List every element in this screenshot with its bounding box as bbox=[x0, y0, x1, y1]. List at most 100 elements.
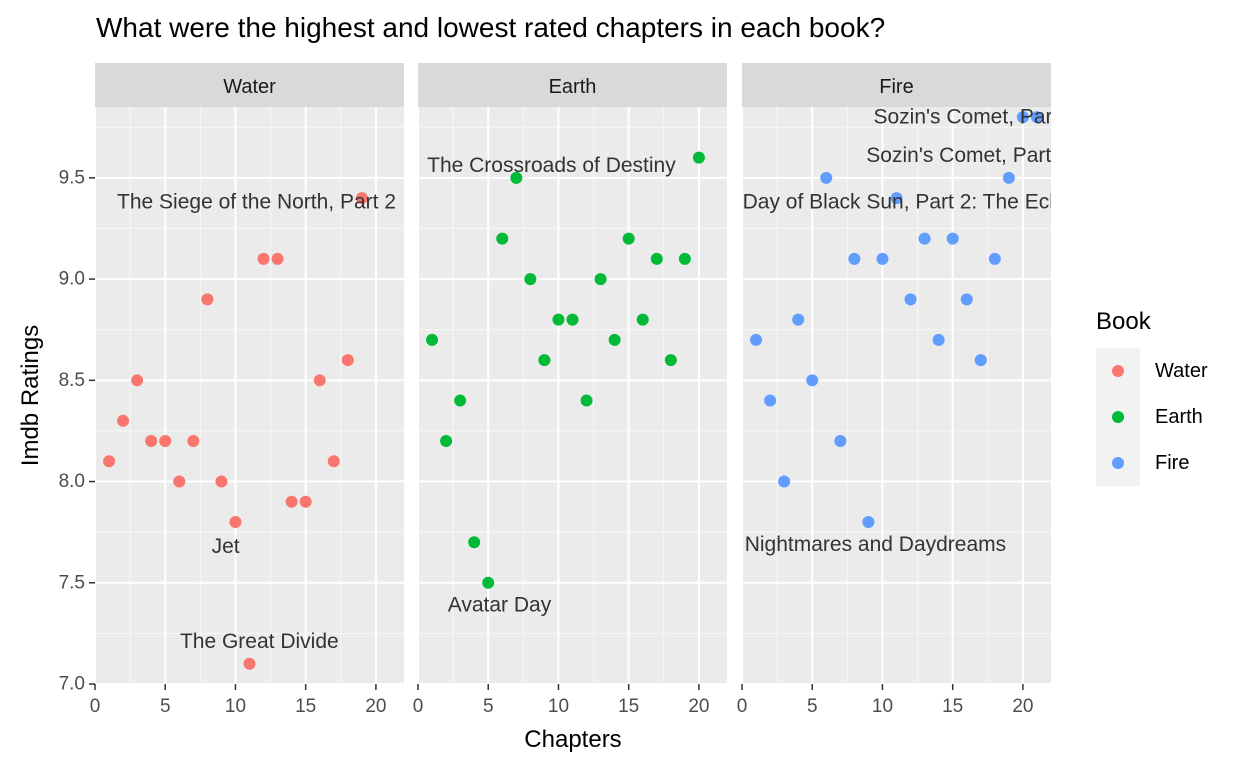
data-point bbox=[187, 435, 200, 448]
annotation-layer: Sozin's Comet, Part 4: Avatar Aang Sozin'… bbox=[701, 106, 1221, 556]
annotation-label: Sozin's Comet, Part 3: Into the Inferno bbox=[866, 144, 1221, 167]
x-tick-label: 5 bbox=[160, 696, 171, 717]
annotation-label: Nightmares and Daydreams bbox=[745, 533, 1006, 556]
y-tick-label: 9.0 bbox=[59, 269, 85, 290]
data-point bbox=[622, 232, 635, 245]
facet-strip bbox=[95, 63, 404, 107]
data-point bbox=[946, 232, 959, 245]
data-point bbox=[1016, 111, 1029, 124]
data-point bbox=[664, 354, 677, 367]
facet-strip-label: Water bbox=[223, 76, 276, 98]
legend-label: Fire bbox=[1155, 452, 1189, 474]
x-tick-label: 15 bbox=[942, 696, 963, 717]
data-point bbox=[440, 435, 453, 448]
data-point bbox=[580, 394, 593, 407]
data-point bbox=[103, 455, 116, 468]
annotation-label: Sozin's Comet, Part 4: Avatar Aang bbox=[873, 106, 1200, 129]
legend-swatch bbox=[1112, 457, 1124, 469]
series-water bbox=[103, 192, 368, 670]
data-point bbox=[650, 252, 663, 265]
annotation-label: The Crossroads of Destiny bbox=[427, 154, 676, 177]
data-point bbox=[117, 414, 130, 427]
data-point bbox=[806, 374, 819, 387]
data-point bbox=[876, 252, 889, 265]
x-tick-label: 15 bbox=[295, 696, 316, 717]
x-tick-label: 20 bbox=[1012, 696, 1033, 717]
x-tick-label: 15 bbox=[618, 696, 639, 717]
data-point bbox=[131, 374, 144, 387]
data-point bbox=[778, 475, 791, 488]
facet-strip-label: Earth bbox=[549, 76, 597, 98]
data-point bbox=[159, 435, 172, 448]
data-point bbox=[173, 475, 186, 488]
legend-swatch bbox=[1112, 365, 1124, 377]
data-point bbox=[454, 394, 467, 407]
facet-strip-label: Fire bbox=[879, 76, 913, 98]
data-point bbox=[229, 516, 242, 529]
y-axis-title: Imdb Ratings bbox=[17, 325, 44, 466]
chart-title: What were the highest and lowest rated c… bbox=[96, 12, 886, 43]
y-tick-label: 9.5 bbox=[59, 167, 85, 188]
x-tick-label: 0 bbox=[413, 696, 424, 717]
data-point bbox=[988, 252, 1001, 265]
data-point bbox=[750, 333, 763, 346]
data-point bbox=[974, 354, 987, 367]
y-tick-label: 7.0 bbox=[59, 674, 85, 695]
x-tick-label: 10 bbox=[872, 696, 893, 717]
x-tick-label: 0 bbox=[90, 696, 101, 717]
legend-title: Book bbox=[1096, 308, 1152, 335]
panel-background bbox=[418, 107, 727, 684]
data-point bbox=[848, 252, 861, 265]
annotation-label: The Day of Black Sun, Part 2: The Eclips… bbox=[701, 191, 1093, 214]
data-point bbox=[257, 252, 270, 265]
panel-background bbox=[95, 107, 404, 684]
data-point bbox=[538, 354, 551, 367]
legend-label: Earth bbox=[1155, 406, 1203, 428]
x-tick-label: 20 bbox=[688, 696, 709, 717]
data-point bbox=[327, 455, 340, 468]
data-point bbox=[215, 475, 228, 488]
annotation-label: The Great Divide bbox=[180, 630, 339, 653]
data-point bbox=[482, 576, 495, 589]
facet-strip bbox=[418, 63, 727, 107]
data-point bbox=[552, 313, 565, 326]
data-point bbox=[904, 293, 917, 306]
data-point bbox=[145, 435, 158, 448]
data-point bbox=[918, 232, 931, 245]
data-point bbox=[764, 394, 777, 407]
annotation-label: Jet bbox=[212, 535, 240, 558]
data-point bbox=[1030, 111, 1043, 124]
data-point bbox=[355, 192, 368, 205]
data-point bbox=[608, 333, 621, 346]
x-tick-label: 5 bbox=[483, 696, 494, 717]
annotation-label: The Siege of the North, Part 2 bbox=[117, 191, 396, 214]
data-point bbox=[636, 313, 649, 326]
x-tick-label: 20 bbox=[365, 696, 386, 717]
x-tick-label: 10 bbox=[548, 696, 569, 717]
data-point bbox=[313, 374, 326, 387]
data-point bbox=[692, 151, 705, 164]
y-tick-label: 7.5 bbox=[59, 572, 85, 593]
facet-panel-earth: Earth The Crossroads of Destiny Avatar Day bbox=[417, 63, 727, 685]
data-point bbox=[1002, 171, 1015, 184]
annotation-layer: The Siege of the North, Part 2 Jet The Gre… bbox=[117, 191, 396, 653]
data-point bbox=[524, 273, 537, 286]
data-point bbox=[960, 293, 973, 306]
data-point bbox=[678, 252, 691, 265]
data-point bbox=[594, 273, 607, 286]
data-point bbox=[285, 495, 298, 508]
data-point bbox=[792, 313, 805, 326]
legend-label: Water bbox=[1155, 360, 1208, 382]
data-point bbox=[496, 232, 509, 245]
data-point bbox=[243, 657, 256, 670]
x-tick-label: 5 bbox=[807, 696, 818, 717]
x-tick-label: 10 bbox=[225, 696, 246, 717]
data-point bbox=[890, 192, 903, 205]
annotation-layer: The Crossroads of Destiny Avatar Day bbox=[427, 154, 676, 616]
data-point bbox=[299, 495, 312, 508]
data-point bbox=[271, 252, 284, 265]
data-point bbox=[468, 536, 481, 549]
